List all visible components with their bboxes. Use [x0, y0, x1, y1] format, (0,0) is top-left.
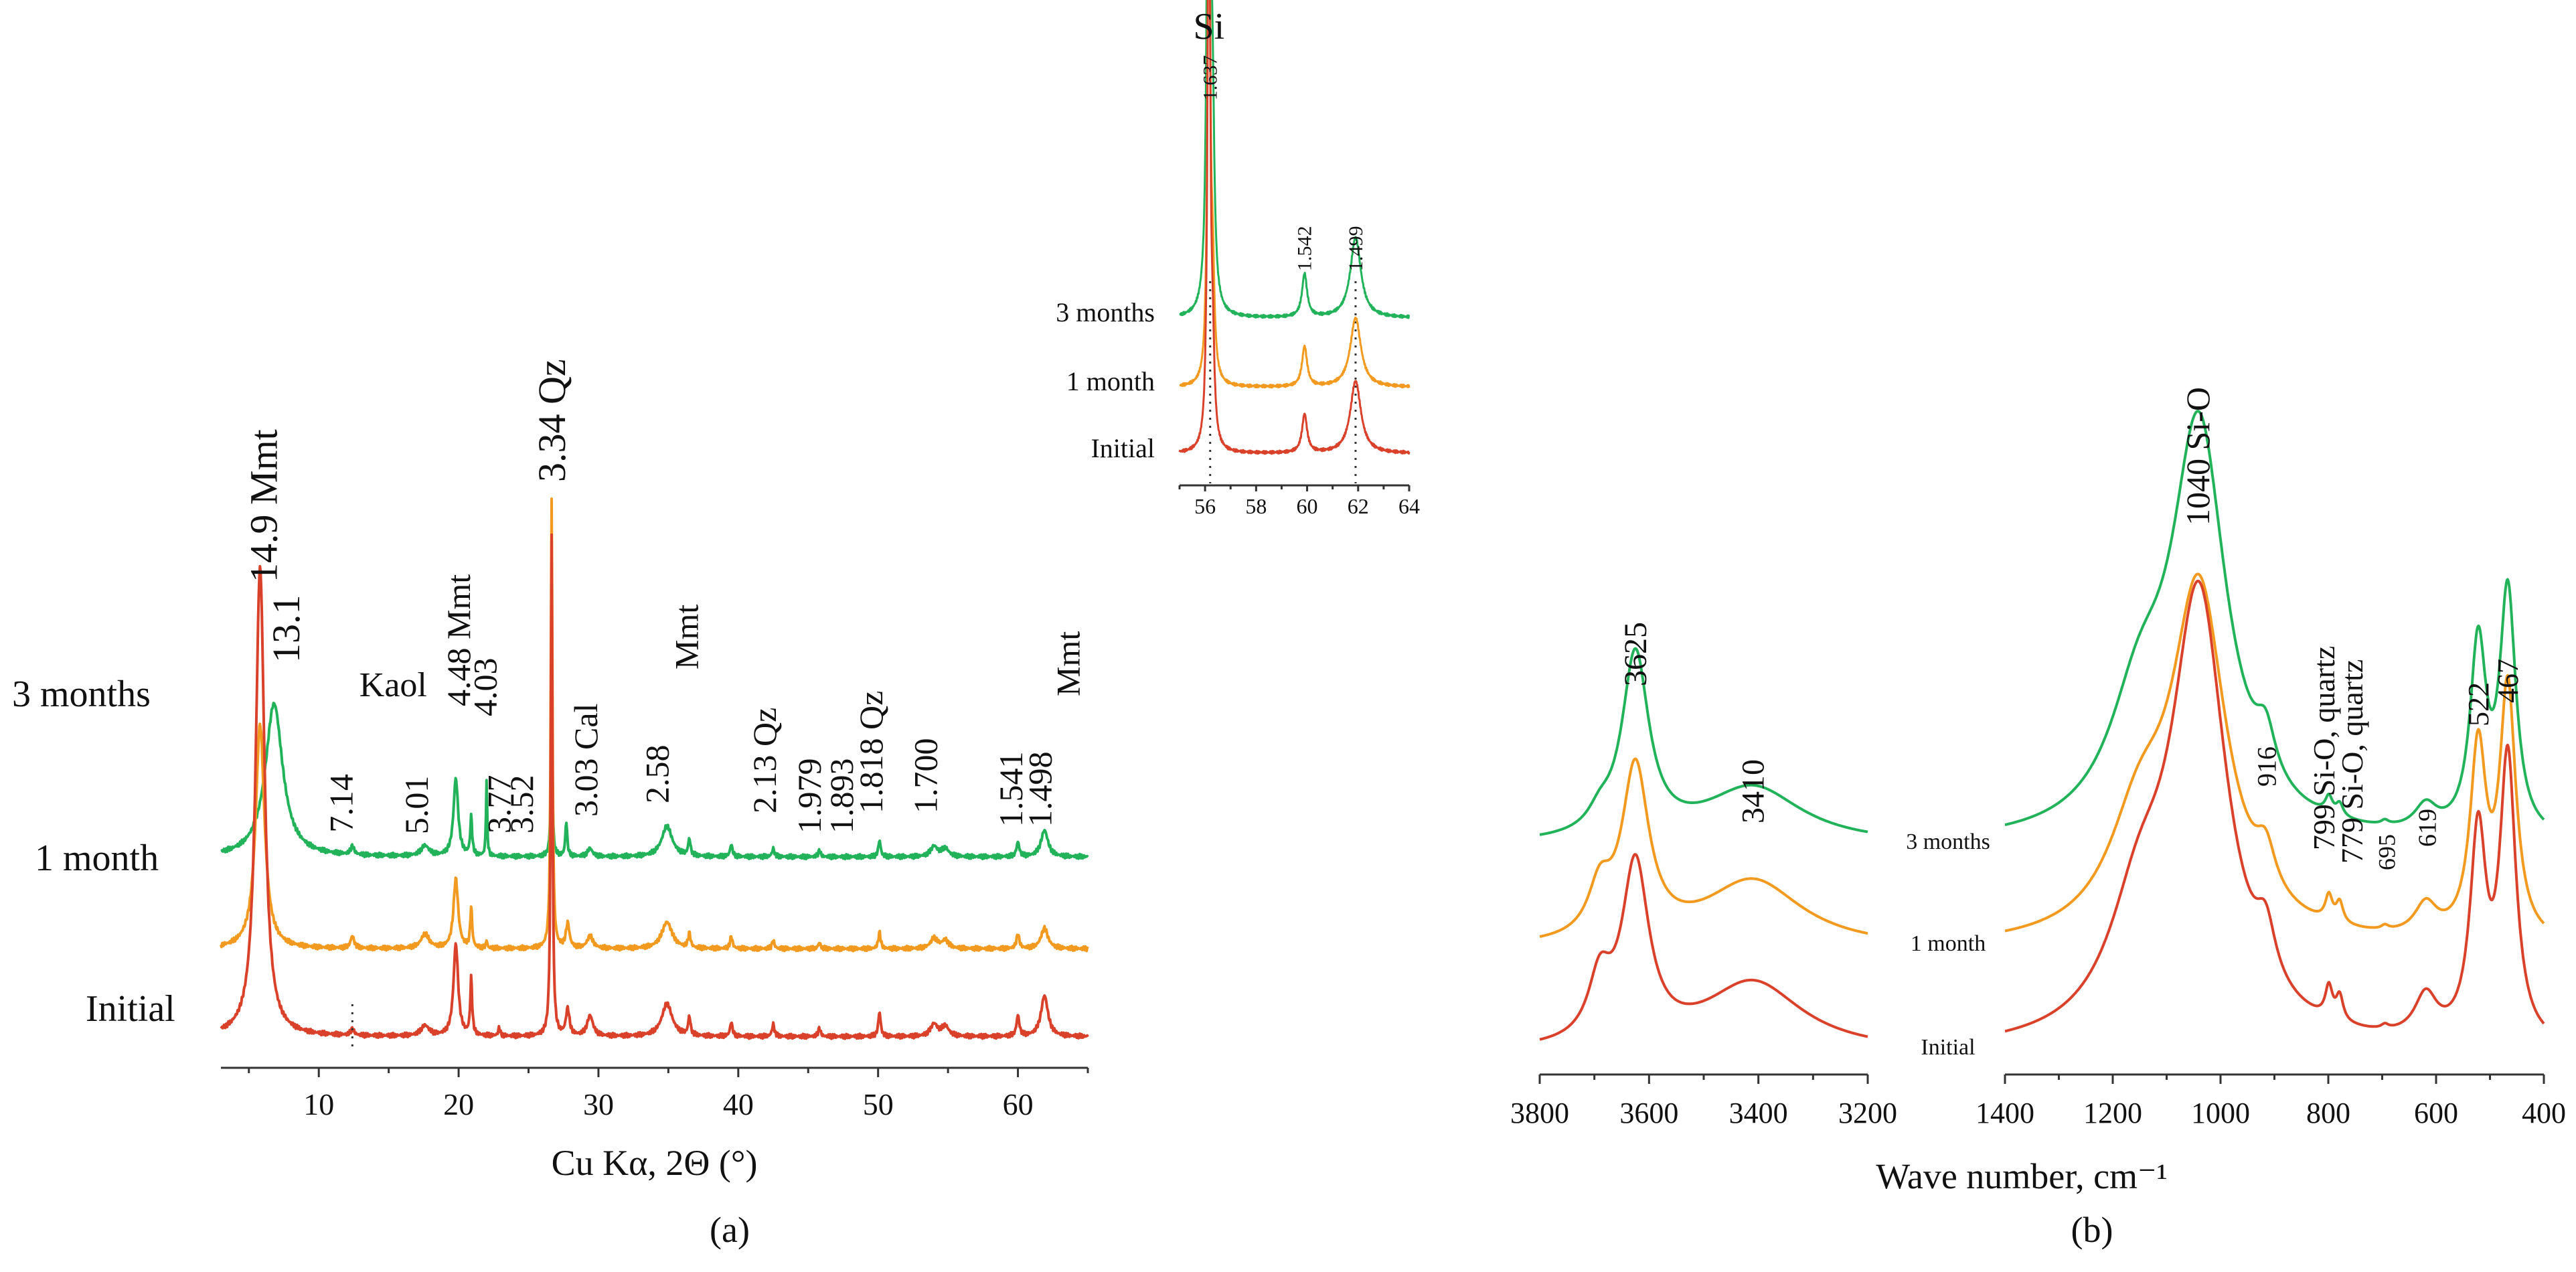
ir-peak-annotation: 779 Si-O, quartz	[2335, 659, 2369, 864]
inset-title: Si	[1193, 6, 1224, 48]
peak-annotation: 1.700	[906, 738, 944, 814]
inset-peak-annotation: 1.637	[1200, 56, 1222, 101]
peak-annotation: 3.34 Qz	[530, 359, 574, 482]
inset-series-label: 3 months	[1056, 297, 1155, 327]
inset-trace-three-months	[1179, 0, 1411, 319]
peak-annotation: 4.48 Mmt	[440, 574, 477, 706]
inset-series-label: Initial	[1091, 433, 1155, 463]
inset-x-tick-label: 56	[1194, 494, 1216, 518]
ir-peak-annotation: 1040 Si-O	[2179, 387, 2217, 526]
ir-peak-annotation: 522	[2462, 682, 2495, 726]
x-tick-label: 20	[443, 1087, 474, 1121]
inset-trace-initial	[1178, 0, 1411, 455]
ir-peak-annotation: 695	[2374, 834, 2401, 870]
xrd-inset-plot: 56 58 60 62 64 3 months 1 month Initial Si 1.637 1…	[1056, 0, 1420, 518]
inset-x-tick-label: 62	[1348, 494, 1369, 518]
ir-high-trace-initial	[1539, 853, 1868, 1041]
ir-peak-annotation: 799 Si-O, quartz	[2307, 646, 2341, 850]
series-label: 1 month	[35, 838, 159, 879]
ir-high-trace-three-months	[1539, 647, 1868, 836]
inset-trace-one-month	[1179, 0, 1411, 389]
ir-high-x-tick-label: 3800	[1510, 1097, 1569, 1129]
xrd-trace-one-month	[220, 497, 1089, 953]
peak-annotation: 4.03	[466, 658, 503, 717]
peak-annotation: Mmt	[1049, 631, 1086, 696]
ir-low-trace-initial	[2004, 579, 2545, 1033]
x-tick-label: 40	[723, 1087, 754, 1121]
x-tick-label: 30	[583, 1087, 614, 1121]
peak-annotation: Mmt	[667, 605, 705, 669]
xrd-trace-three-months	[220, 702, 1089, 861]
panel-b-label: (b)	[2071, 1210, 2113, 1250]
xrd-trace-initial	[220, 533, 1089, 1040]
ir-peak-annotation: 916	[2252, 746, 2282, 787]
peak-annotation: 2.58	[638, 745, 675, 804]
ir-peak-annotation: 619	[2414, 809, 2442, 847]
peak-annotation: 1.541	[992, 752, 1030, 827]
peak-annotation: 7.14	[322, 774, 359, 833]
peak-annotation: 2.13 Qz	[746, 708, 783, 813]
ir-high-x-tick-label: 3600	[1619, 1097, 1678, 1129]
ir-series-label: 3 months	[1906, 829, 1990, 854]
peak-annotation: 1.979	[791, 759, 828, 834]
inset-peak-annotation: 1.499	[1345, 226, 1367, 271]
ir-low-trace-one-month	[2004, 572, 2545, 933]
ir-peak-annotation: 3625	[1618, 622, 1654, 686]
peak-annotation: 1.818 Qz	[852, 691, 890, 813]
xrd-plot: 10 20 30 40 50 60 Cu Kα, 2Θ (°) 3 months 1 month…	[12, 359, 1089, 1183]
ir-low-x-tick-label: 600	[2414, 1097, 2458, 1129]
ir-x-axis-title: Wave number, cm⁻¹	[1876, 1156, 2168, 1196]
x-tick-label: 10	[303, 1087, 334, 1121]
ir-low-trace-three-months	[2004, 410, 2545, 826]
peak-annotation: 3.03 Cal	[567, 704, 605, 817]
ir-peak-annotation: 467	[2492, 659, 2524, 703]
ir-series-label: 1 month	[1911, 931, 1986, 956]
inset-series-label: 1 month	[1066, 366, 1155, 396]
x-tick-label: 60	[1003, 1087, 1034, 1121]
peak-annotation: 3.77	[480, 775, 517, 834]
ir-high-x-tick-label: 3400	[1729, 1097, 1788, 1129]
x-tick-label: 50	[863, 1087, 894, 1121]
peak-annotation: 1.893	[823, 759, 860, 834]
panel-a-label: (a)	[710, 1210, 750, 1250]
ir-high-x-tick-label: 3200	[1838, 1097, 1897, 1129]
peak-annotation: 14.9 Mmt	[242, 429, 286, 582]
inset-x-tick-label: 58	[1245, 494, 1267, 518]
peak-annotation: 3.52	[503, 775, 540, 834]
peak-annotation: 13.1	[264, 595, 308, 663]
peak-annotation: Kaol	[359, 666, 427, 704]
ir-high-trace-one-month	[1539, 757, 1868, 939]
inset-x-tick-label: 60	[1297, 494, 1318, 518]
ir-low-x-tick-label: 1200	[2083, 1097, 2142, 1129]
series-label: 3 months	[12, 673, 151, 715]
ir-low-x-tick-label: 800	[2306, 1097, 2350, 1129]
ir-low-x-tick-label: 1000	[2191, 1097, 2250, 1129]
ir-high-plot: 3800 3600 3400 3200 3 months 1 month Initial 36…	[1510, 622, 1990, 1129]
peak-annotation: 1.498	[1022, 752, 1059, 827]
peak-annotation: 5.01	[398, 776, 435, 835]
ir-low-plot: 1400 1200 1000 800 600 400 Wave number, cm⁻¹ 10…	[1876, 387, 2566, 1196]
x-axis-title: Cu Kα, 2Θ (°)	[552, 1143, 758, 1183]
inset-x-tick-label: 64	[1398, 494, 1420, 518]
ir-low-x-tick-label: 1400	[1976, 1097, 2034, 1129]
series-label: Initial	[86, 988, 175, 1030]
ir-series-label: Initial	[1921, 1035, 1975, 1060]
ir-low-x-tick-label: 400	[2522, 1097, 2566, 1129]
inset-peak-annotation: 1.542	[1294, 226, 1316, 272]
ir-peak-annotation: 3410	[1736, 759, 1771, 823]
